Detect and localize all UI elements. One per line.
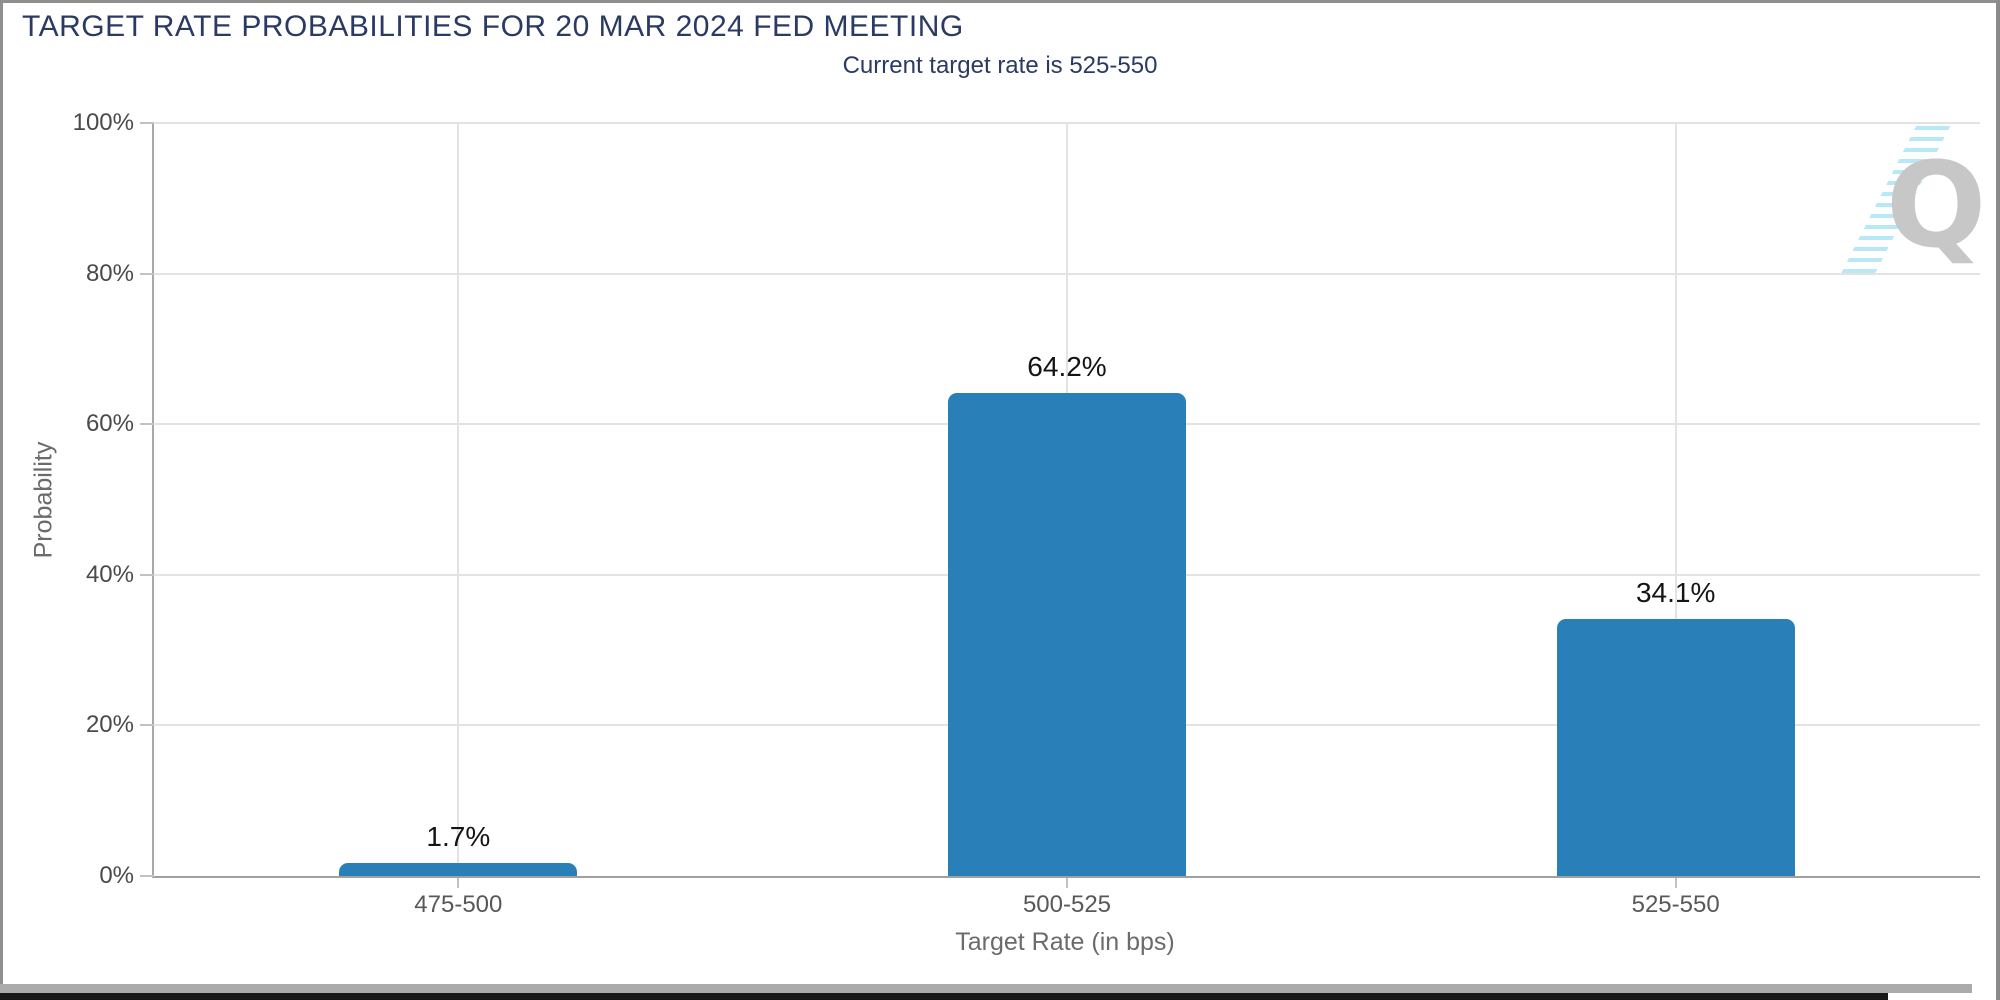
y-tick-label: 100% [72, 109, 134, 136]
bar [339, 863, 578, 876]
y-axis-title: Probability [29, 441, 58, 559]
window-border-bottom-dark [0, 993, 1888, 1000]
y-tick-mark [140, 122, 154, 124]
window-border-bottom-gray [0, 984, 1972, 993]
y-tick-mark [140, 875, 154, 877]
x-axis-title: Target Rate (in bps) [955, 928, 1175, 956]
x-tick-mark [1674, 878, 1677, 888]
x-tick-mark [457, 878, 460, 888]
bar-value-label: 64.2% [1027, 350, 1107, 382]
x-gridline [457, 123, 460, 876]
bar-value-label: 1.7% [426, 821, 491, 853]
x-gridline [1674, 123, 1677, 876]
x-tick-label: 525-550 [1631, 891, 1720, 918]
y-tick-label: 0% [99, 862, 134, 889]
y-tick-label: 40% [85, 560, 134, 588]
y-tick-label: 60% [85, 410, 134, 438]
quikstrike-logo: Q [1839, 120, 1990, 285]
page-title: TARGET RATE PROBABILITIES FOR 20 MAR 202… [22, 10, 964, 43]
plot-area: 0% 20% 40% 60% 80% 100% 1.7% 475-500 64.2% 500-52… [73, 109, 1980, 918]
x-tick-label: 500-525 [1022, 891, 1112, 918]
y-tick-mark [140, 573, 154, 576]
x-tick-label: 475-500 [414, 891, 503, 918]
chart-subtitle: Current target rate is 525-550 [842, 52, 1158, 79]
bar [1556, 619, 1795, 876]
logo-q-letter: Q [1886, 136, 1987, 274]
y-tick-mark [140, 423, 154, 426]
y-tick-mark [140, 272, 154, 275]
y-tick-label: 20% [85, 711, 134, 739]
bar-value-label: 34.1% [1635, 577, 1716, 609]
y-tick-mark [140, 724, 154, 727]
bar [948, 392, 1186, 876]
y-tick-label: 80% [85, 259, 134, 287]
x-tick-mark [1066, 878, 1068, 888]
